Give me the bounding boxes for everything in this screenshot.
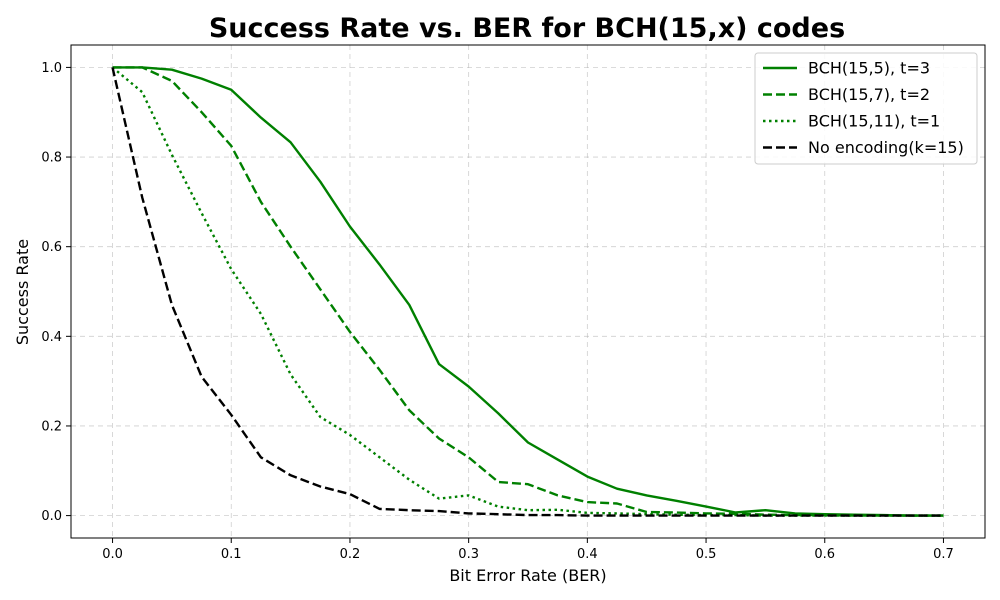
series-line-2 [112,66,944,517]
y-tick-label: 0.8 [41,151,62,166]
chart-title: Success Rate vs. BER for BCH(15,x) codes [209,13,845,44]
legend: BCH(15,5), t=3 BCH(15,7), t=2 BCH(15,11), … [754,52,978,165]
series-line-1 [112,66,944,517]
y-tick-label: 0.4 [41,330,62,345]
x-tick-label: 0.3 [458,547,479,562]
y-tick-label: 0.0 [41,509,62,524]
x-axis-label: Bit Error Rate (BER) [449,566,606,585]
y-tick-label: 0.2 [41,419,62,434]
plot-frame [70,44,986,539]
x-tick-label: 0.6 [814,547,835,562]
y-tick-label: 0.6 [41,240,62,255]
x-tick-label: 0.2 [340,547,361,562]
y-tick-label: 1.0 [41,61,62,76]
legend-entry-1: BCH(15,5), t=3 [808,59,930,78]
x-tick-label: 0.7 [933,547,954,562]
x-tick-label: 0.4 [577,547,598,562]
x-tick-label: 0.1 [221,547,242,562]
x-tick-label: 0.5 [696,547,717,562]
legend-entry-2: BCH(15,7), t=2 [808,85,930,104]
x-tick-label: 0.0 [102,547,123,562]
legend-box [754,52,978,165]
y-axis-label: Success Rate [13,239,32,345]
series-layer [111,66,944,517]
series-line-4 [111,67,944,517]
y-axis-ticks: 0.0 0.2 0.4 0.6 0.8 1.0 [41,61,71,524]
x-axis-ticks: 0.0 0.1 0.2 0.3 0.4 0.5 0.6 0.7 [102,538,954,562]
legend-entry-4: No encoding(k=15) [808,138,964,157]
legend-entry-3: BCH(15,11), t=1 [808,112,940,131]
